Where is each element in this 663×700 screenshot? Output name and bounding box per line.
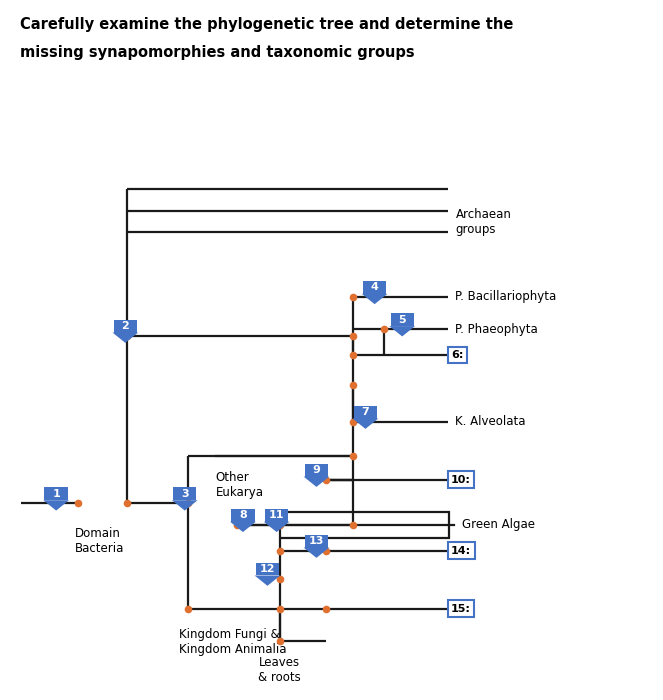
Bar — [231, 509, 255, 522]
Text: 6:: 6: — [452, 350, 463, 360]
Bar — [256, 563, 279, 575]
Text: 5: 5 — [398, 314, 406, 325]
Polygon shape — [113, 332, 138, 343]
Text: Carefully examine the phylogenetic tree and determine the: Carefully examine the phylogenetic tree … — [20, 18, 513, 32]
Text: 14:: 14: — [452, 545, 471, 556]
Bar — [305, 463, 328, 477]
Text: 10:: 10: — [452, 475, 471, 484]
Polygon shape — [362, 294, 387, 304]
Bar — [354, 405, 377, 419]
Text: 2: 2 — [121, 321, 129, 331]
Polygon shape — [304, 477, 330, 487]
Text: Kingdom Fungi &
Kingdom Animalia: Kingdom Fungi & Kingdom Animalia — [178, 628, 286, 656]
Bar — [265, 509, 288, 522]
Polygon shape — [172, 500, 198, 510]
Text: 12: 12 — [260, 564, 275, 574]
Text: 3: 3 — [181, 489, 188, 499]
Polygon shape — [264, 522, 290, 532]
Bar — [391, 313, 414, 326]
Text: 9: 9 — [312, 465, 320, 475]
Polygon shape — [230, 522, 256, 532]
Text: 15:: 15: — [452, 603, 471, 614]
Text: P. Phaeophyta: P. Phaeophyta — [455, 323, 538, 335]
Bar — [363, 281, 387, 294]
Polygon shape — [43, 500, 69, 510]
Text: 1: 1 — [52, 489, 60, 499]
Bar — [44, 487, 68, 500]
Polygon shape — [389, 326, 415, 337]
Text: Other
Eukarya: Other Eukarya — [215, 471, 263, 499]
Text: Green Algae: Green Algae — [461, 518, 534, 531]
Polygon shape — [353, 419, 379, 429]
Text: K. Alveolata: K. Alveolata — [455, 415, 526, 428]
Text: 4: 4 — [371, 282, 379, 293]
Bar — [305, 535, 328, 547]
Text: 11: 11 — [269, 510, 284, 520]
Bar — [173, 487, 196, 500]
Bar — [114, 320, 137, 332]
Text: Domain
Bacteria: Domain Bacteria — [74, 527, 124, 555]
Polygon shape — [255, 575, 280, 586]
Text: missing synapomorphies and taxonomic groups: missing synapomorphies and taxonomic gro… — [20, 46, 414, 60]
Text: Archaean
groups: Archaean groups — [455, 208, 511, 236]
Text: 8: 8 — [239, 510, 247, 520]
Text: P. Bacillariophyta: P. Bacillariophyta — [455, 290, 557, 303]
Text: Leaves
& roots: Leaves & roots — [259, 656, 301, 684]
Text: 13: 13 — [309, 536, 324, 546]
Polygon shape — [304, 547, 330, 558]
Text: 7: 7 — [361, 407, 369, 417]
